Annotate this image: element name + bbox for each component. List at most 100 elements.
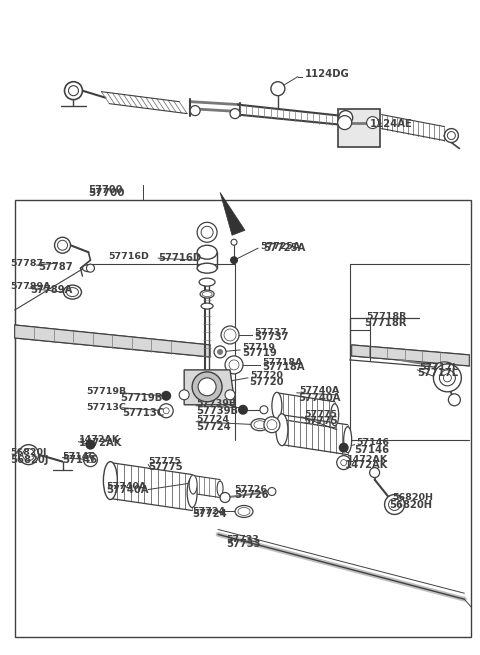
- Ellipse shape: [344, 426, 352, 453]
- Circle shape: [217, 349, 223, 355]
- Text: 57717L: 57717L: [418, 368, 458, 378]
- Circle shape: [230, 256, 238, 264]
- Text: 56820J: 56820J: [11, 455, 49, 464]
- Circle shape: [389, 498, 400, 510]
- Ellipse shape: [189, 475, 197, 494]
- Circle shape: [19, 445, 38, 464]
- Circle shape: [267, 420, 277, 430]
- Text: 1472AK: 1472AK: [78, 435, 120, 444]
- Ellipse shape: [103, 462, 117, 500]
- Circle shape: [214, 346, 226, 358]
- Text: 1472AK: 1472AK: [78, 438, 122, 447]
- Text: 57146: 57146: [62, 455, 97, 464]
- Circle shape: [220, 493, 230, 502]
- Text: 57740A: 57740A: [107, 485, 149, 495]
- Circle shape: [69, 86, 78, 96]
- Circle shape: [447, 132, 456, 140]
- Text: 57713C: 57713C: [122, 408, 165, 418]
- Polygon shape: [352, 345, 469, 366]
- Text: 57787: 57787: [11, 259, 44, 268]
- Text: 57719: 57719: [242, 343, 275, 352]
- Circle shape: [190, 105, 200, 116]
- Text: 57713C: 57713C: [86, 403, 126, 412]
- Text: 1472AK: 1472AK: [347, 455, 388, 464]
- Text: 57724: 57724: [192, 507, 225, 516]
- Text: 57719B: 57719B: [86, 387, 127, 396]
- Text: 1472AK: 1472AK: [345, 460, 388, 470]
- Circle shape: [341, 113, 351, 122]
- Text: 57726: 57726: [234, 485, 267, 494]
- Circle shape: [238, 405, 248, 415]
- Circle shape: [87, 457, 94, 462]
- Text: 57716D: 57716D: [108, 252, 149, 261]
- Circle shape: [179, 390, 189, 400]
- Text: 57700: 57700: [88, 185, 123, 195]
- Text: 57146: 57146: [355, 445, 390, 455]
- Text: 56820J: 56820J: [11, 448, 47, 457]
- Circle shape: [444, 128, 458, 143]
- Ellipse shape: [235, 506, 253, 517]
- Text: 57737: 57737: [254, 329, 287, 337]
- Text: 57733: 57733: [226, 539, 261, 550]
- Ellipse shape: [238, 508, 250, 515]
- Polygon shape: [15, 325, 210, 357]
- Ellipse shape: [276, 414, 288, 445]
- Circle shape: [339, 111, 353, 124]
- Text: 57718A: 57718A: [262, 358, 302, 367]
- Text: 57716D: 57716D: [158, 253, 202, 263]
- Circle shape: [221, 326, 239, 344]
- Circle shape: [201, 226, 213, 238]
- Text: 57718A: 57718A: [262, 362, 305, 372]
- Ellipse shape: [200, 290, 214, 298]
- Circle shape: [444, 374, 451, 382]
- Circle shape: [341, 460, 347, 466]
- Circle shape: [159, 403, 173, 418]
- Circle shape: [225, 390, 235, 400]
- Text: 57739B: 57739B: [196, 400, 236, 408]
- Text: 1124DG: 1124DG: [305, 69, 349, 79]
- Circle shape: [197, 222, 217, 242]
- Ellipse shape: [83, 265, 95, 272]
- Text: 57719B: 57719B: [120, 393, 163, 403]
- Text: 57737: 57737: [254, 332, 288, 342]
- Circle shape: [192, 372, 222, 402]
- Circle shape: [58, 240, 68, 250]
- Ellipse shape: [188, 372, 226, 392]
- Circle shape: [384, 495, 405, 514]
- Text: 57724: 57724: [196, 415, 229, 424]
- Ellipse shape: [434, 362, 455, 374]
- Ellipse shape: [251, 419, 269, 431]
- Ellipse shape: [272, 392, 282, 419]
- Circle shape: [198, 378, 216, 396]
- Text: 57724: 57724: [192, 510, 227, 519]
- Text: 57719: 57719: [242, 348, 277, 358]
- Circle shape: [197, 372, 217, 392]
- Text: 57775: 57775: [303, 416, 337, 426]
- Polygon shape: [220, 193, 245, 235]
- Circle shape: [84, 453, 97, 466]
- Circle shape: [439, 370, 456, 386]
- Text: 57740A: 57740A: [299, 386, 339, 396]
- Circle shape: [231, 239, 237, 245]
- Circle shape: [264, 417, 280, 433]
- Circle shape: [433, 364, 461, 392]
- Bar: [15, 200, 471, 637]
- Text: 57733: 57733: [226, 535, 259, 544]
- Circle shape: [55, 237, 71, 253]
- Ellipse shape: [187, 477, 197, 508]
- Circle shape: [163, 408, 169, 414]
- Text: 57726: 57726: [234, 489, 269, 500]
- Text: 57789A: 57789A: [31, 285, 73, 295]
- Circle shape: [336, 456, 351, 470]
- Circle shape: [367, 117, 379, 128]
- Text: 1124AE: 1124AE: [370, 119, 412, 128]
- Ellipse shape: [217, 481, 223, 496]
- Text: 57718R: 57718R: [367, 312, 407, 320]
- Ellipse shape: [197, 245, 217, 259]
- Bar: [338, 109, 380, 147]
- Circle shape: [338, 116, 352, 130]
- Text: 57700: 57700: [88, 189, 125, 198]
- Circle shape: [161, 391, 171, 401]
- Text: 57740A: 57740A: [107, 482, 146, 491]
- Text: 57720: 57720: [249, 377, 284, 387]
